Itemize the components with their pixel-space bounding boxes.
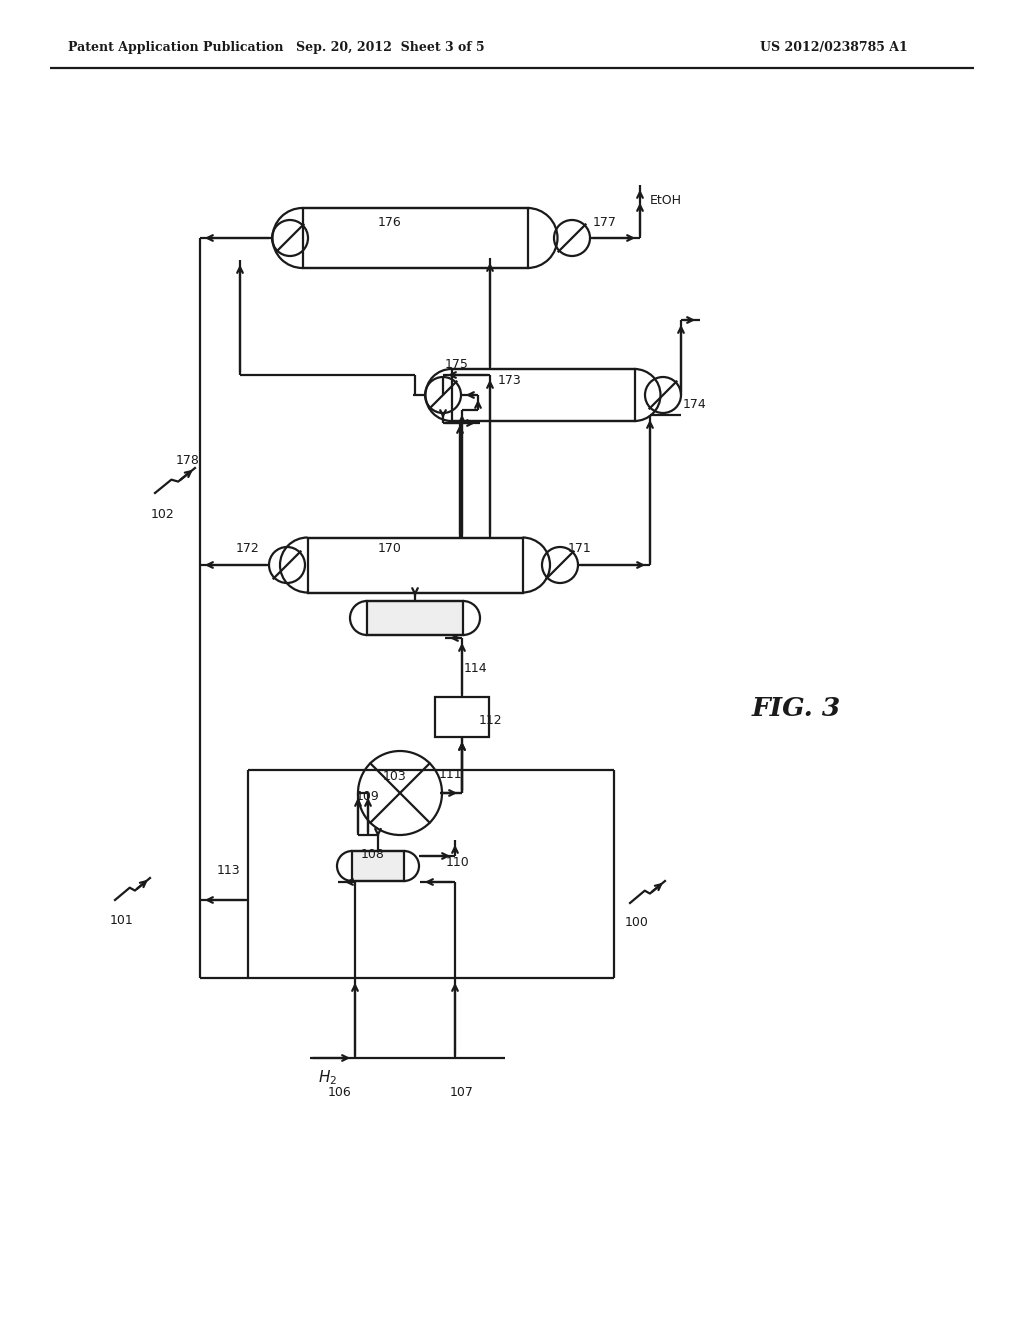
Text: 172: 172 <box>237 541 260 554</box>
Text: 176: 176 <box>378 215 401 228</box>
Text: Patent Application Publication: Patent Application Publication <box>68 41 284 54</box>
Text: 100: 100 <box>625 916 649 929</box>
Bar <box>452 370 635 421</box>
Text: 108: 108 <box>361 847 385 861</box>
Bar <box>367 601 463 635</box>
Text: 106: 106 <box>328 1086 352 1100</box>
Text: 114: 114 <box>463 661 486 675</box>
Text: 107: 107 <box>451 1086 474 1100</box>
Text: FIG. 3: FIG. 3 <box>752 696 842 721</box>
Text: 170: 170 <box>378 541 402 554</box>
Bar <box>302 209 527 268</box>
Text: 177: 177 <box>593 215 616 228</box>
Text: 174: 174 <box>683 399 707 412</box>
Bar <box>307 537 522 593</box>
Text: 171: 171 <box>568 541 592 554</box>
Bar <box>435 697 489 737</box>
Text: 101: 101 <box>111 913 134 927</box>
Text: EtOH: EtOH <box>650 194 682 206</box>
Text: 173: 173 <box>498 374 522 387</box>
Text: 110: 110 <box>446 855 470 869</box>
Text: 109: 109 <box>356 789 380 803</box>
Text: Sep. 20, 2012  Sheet 3 of 5: Sep. 20, 2012 Sheet 3 of 5 <box>296 41 484 54</box>
Text: 178: 178 <box>176 454 200 466</box>
Bar <box>352 851 404 880</box>
Text: 113: 113 <box>216 863 240 876</box>
Text: 112: 112 <box>478 714 502 726</box>
Text: 175: 175 <box>445 359 469 371</box>
Text: US 2012/0238785 A1: US 2012/0238785 A1 <box>760 41 907 54</box>
Text: 103: 103 <box>383 771 407 784</box>
Text: $H_2$: $H_2$ <box>318 1069 338 1088</box>
Text: 102: 102 <box>152 508 175 521</box>
Text: 111: 111 <box>438 768 462 781</box>
